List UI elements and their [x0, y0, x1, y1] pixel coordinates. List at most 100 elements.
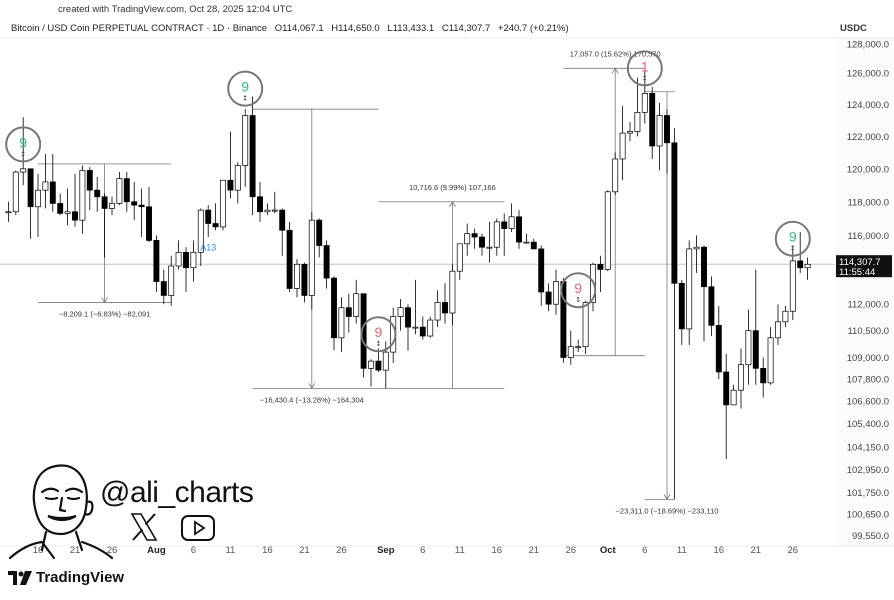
youtube-icon[interactable]: [180, 514, 216, 542]
candle-body-down: [279, 209, 286, 231]
candle: [427, 316, 434, 338]
highlight-circle: [626, 50, 663, 87]
current-price-tag: [836, 255, 892, 278]
candle-body-down: [501, 221, 508, 229]
measurement-tool: 17,057.0 (15.62%) 170,570: [563, 49, 661, 357]
x-tick-label: 21: [529, 545, 540, 556]
candle: [12, 170, 19, 216]
candle-body-up: [767, 337, 774, 384]
x-tick-label: 11: [225, 545, 235, 556]
tradingview-logo[interactable]: TradingView: [8, 569, 124, 586]
candle-body-down: [227, 179, 234, 191]
candle-body-down: [760, 367, 767, 384]
x-tick-label: Oct: [600, 545, 617, 556]
candle: [516, 210, 522, 249]
candle-body-down: [664, 115, 670, 144]
candle: [116, 172, 123, 206]
candle-body-down: [479, 236, 485, 248]
candle: [168, 255, 175, 306]
candle-body-down: [323, 245, 330, 279]
candle-body-down: [86, 170, 93, 191]
x-tick-label: 16: [262, 545, 273, 556]
highlight-circle: [5, 126, 42, 163]
candle-body-down: [160, 281, 167, 296]
x-tick-label: 11: [677, 545, 687, 556]
candle: [634, 77, 641, 137]
candle-body-up: [79, 170, 86, 221]
x-logo-icon[interactable]: [129, 512, 159, 542]
candle: [234, 162, 241, 204]
x-tick-label: 21: [299, 545, 310, 556]
candle-body-up: [782, 310, 789, 323]
candle: [627, 121, 633, 142]
candle-body-up: [449, 270, 456, 314]
candle-body-down: [301, 263, 308, 296]
candle-body-down: [708, 286, 715, 326]
measurement-tool: −16,430.4 (−13.28%) −164,304: [252, 108, 379, 404]
candle: [205, 205, 212, 238]
candle-body-up: [604, 191, 611, 270]
td-count-label: 1: [641, 58, 649, 74]
candle: [338, 297, 345, 353]
x-tick-label: 6: [420, 545, 425, 556]
candle-body-up: [693, 246, 700, 250]
candle-body-down: [205, 209, 212, 224]
candle: [345, 293, 352, 333]
candle-body-down: [345, 307, 352, 317]
candle: [49, 154, 56, 212]
candle-body-down: [331, 277, 337, 339]
highlight-circle: [774, 220, 811, 257]
candle-body-up: [242, 115, 249, 166]
candle-body-down: [538, 248, 545, 293]
current-price-value: 114,307.7: [839, 257, 881, 268]
candle: [279, 208, 286, 256]
candle-body-up: [5, 211, 12, 214]
candle-body-up: [197, 209, 204, 253]
candle: [708, 276, 715, 337]
candle: [582, 300, 589, 354]
x-tick-label: 21: [751, 545, 762, 556]
candle: [72, 173, 78, 227]
candle-body-up: [738, 364, 744, 391]
candle: [101, 193, 108, 258]
candle: [649, 87, 656, 159]
x-tick-label: 16: [492, 545, 503, 556]
y-tick-label: 112,000.0: [847, 300, 889, 311]
candle: [131, 181, 138, 221]
measure-label: −23,311.0 (−18.69%) −233,110: [616, 506, 719, 515]
td-arrow-icon: ↕: [242, 95, 248, 103]
candle: [797, 231, 804, 273]
candle: [57, 193, 64, 216]
candle-body-down: [183, 251, 189, 269]
y-tick-label: 128,000.0: [847, 40, 889, 51]
candle: [301, 262, 308, 303]
candle-body-up: [641, 93, 648, 113]
candle: [701, 245, 707, 342]
candle-body-down: [138, 204, 145, 208]
candle-body-down: [212, 223, 219, 228]
candle-body-down: [715, 325, 722, 373]
x-tick-label: 26: [566, 545, 577, 556]
candle-body-down: [752, 330, 759, 369]
candle: [641, 69, 648, 124]
candle: [227, 131, 234, 199]
td-sequential-marker: 9↕: [560, 272, 597, 309]
candle-body-up: [567, 346, 574, 358]
candle: [242, 109, 249, 187]
measure-label: 10,716.6 (9.99%) 107,166: [409, 183, 496, 192]
candle-body-down: [797, 260, 804, 269]
candle: [94, 176, 101, 212]
candle: [530, 238, 537, 250]
candle-body-up: [42, 181, 49, 191]
x-tick-label: 21: [70, 545, 81, 556]
candle: [123, 172, 130, 212]
y-tick-label: 105,400.0: [847, 419, 889, 430]
candle: [775, 304, 781, 345]
candle: [693, 235, 700, 273]
measure-arrowhead: [611, 67, 619, 74]
candle-body-down: [671, 142, 678, 284]
x-tick-label: Sep: [377, 545, 395, 556]
candle: [456, 243, 463, 280]
candle-body-up: [789, 260, 796, 312]
